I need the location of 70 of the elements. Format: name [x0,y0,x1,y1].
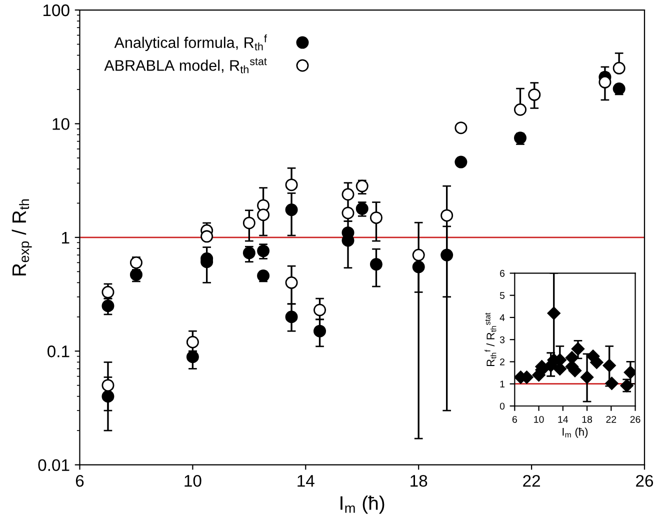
y-tick-label: 100 [43,4,70,16]
point [186,336,199,348]
x-tick-label: 18 [582,416,592,423]
x-axis-title: I$_{m}$ (ħ) [562,428,588,438]
point [285,276,298,289]
point [571,342,585,356]
point [454,122,468,134]
point [356,180,368,192]
x-tick-label: 6 [76,474,84,487]
x-tick-label: 6 [512,416,517,423]
y-tick-label: 4 [500,314,505,321]
x-axis-title: I$_{m}$ (ħ) [340,496,384,514]
point [102,379,114,392]
point [242,246,256,260]
x-tick-label: 26 [636,474,654,487]
point [590,356,604,369]
y-tick-label: 5 [500,292,505,299]
y-tick-label: 3 [500,336,505,344]
point [440,248,454,262]
point [186,350,199,364]
y-tick-label: 0 [500,402,505,410]
point [370,211,382,224]
x-tick-label: 10 [184,474,202,487]
point [547,306,560,320]
point [612,62,626,74]
x-tick-label: 22 [606,416,616,423]
point [440,209,454,222]
point [624,366,636,379]
point [257,208,270,222]
point [200,230,214,243]
point [314,324,326,338]
point [412,248,425,262]
point [612,82,626,95]
x-tick-label: 18 [410,474,428,487]
point [454,156,468,168]
point [285,310,298,324]
point [580,370,594,384]
y-tick-label: 1 [500,380,504,388]
point [565,351,579,364]
point [285,178,298,192]
point [242,216,256,230]
point [598,76,612,88]
point [285,204,298,216]
x-tick-label: 14 [298,475,314,487]
x-tick-label: 14 [558,416,568,423]
point [528,88,541,101]
point [257,244,270,258]
y-axis-title: R$_{exp}$ / R$_{th}$ [12,199,32,276]
point [102,390,114,403]
point [602,358,616,372]
x-tick-label: 26 [630,416,640,423]
point [342,206,354,220]
point [412,260,425,274]
point [342,188,354,201]
y-tick-label: 10 [52,118,70,130]
point [553,362,566,376]
legend-label: Analytical formula, R$_{th}$$^{f}$ [114,34,267,52]
point [314,304,326,316]
y-tick-label: 1 [62,232,70,244]
point [514,103,527,116]
x-tick-label: 10 [534,416,544,423]
y-axis-title: R$_{th}$$^{f}$ / R$_{th}$$^{stat}$ [484,312,496,366]
x-tick-label: 22 [523,474,540,487]
y-tick-label: 6 [500,270,505,277]
point [605,376,618,390]
point [370,258,382,271]
y-tick-label: 0.1 [48,346,70,358]
y-tick-label: 0.01 [38,459,70,472]
y-tick-label: 2 [500,358,504,366]
legend-label: ABRABLA model, R$_{th}$$^{stat}$ [104,58,267,74]
